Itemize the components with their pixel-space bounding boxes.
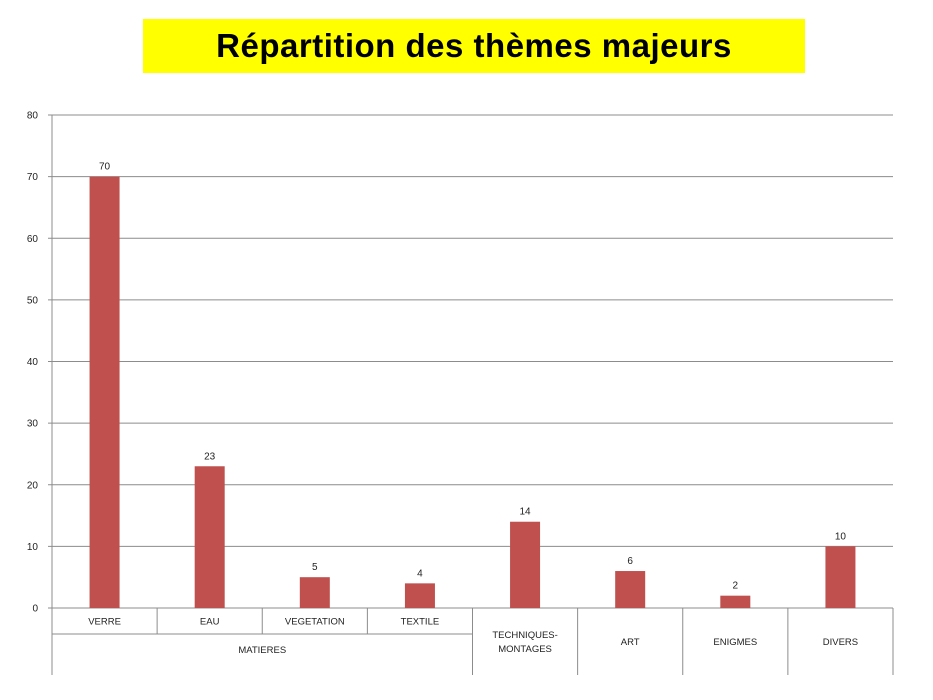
bar xyxy=(510,521,541,608)
y-tick-label: 80 xyxy=(27,111,39,122)
bar xyxy=(194,466,225,608)
y-tick-label: 60 xyxy=(27,234,39,245)
data-label: 2 xyxy=(733,581,739,592)
data-label: 5 xyxy=(312,562,318,573)
chart-title: Répartition des thèmes majeurs xyxy=(216,27,732,64)
bar xyxy=(615,571,646,608)
data-label: 14 xyxy=(520,507,532,518)
y-tick-label: 30 xyxy=(27,419,39,430)
data-label: 70 xyxy=(99,162,111,173)
data-label: 10 xyxy=(835,531,847,542)
category-label: TEXTILE xyxy=(401,617,440,628)
data-label: 4 xyxy=(417,568,423,579)
bar xyxy=(89,176,120,608)
category-label: DIVERS xyxy=(823,637,858,648)
bar xyxy=(720,595,751,608)
y-tick-label: 40 xyxy=(27,357,39,368)
category-label: EAU xyxy=(200,617,220,628)
category-label: TECHNIQUES- xyxy=(492,630,557,641)
category-label: ART xyxy=(621,637,640,648)
y-tick-label: 50 xyxy=(27,295,39,306)
chart-title-box: Répartition des thèmes majeurs xyxy=(143,19,805,73)
category-label: ENIGMES xyxy=(713,637,757,648)
y-tick-label: 0 xyxy=(32,604,38,615)
y-tick-label: 20 xyxy=(27,480,39,491)
y-tick-label: 70 xyxy=(27,172,39,183)
y-tick-label: 10 xyxy=(27,542,39,553)
bar xyxy=(404,583,435,608)
data-label: 23 xyxy=(204,451,216,462)
bar xyxy=(299,577,330,608)
category-label: VERRE xyxy=(88,617,121,628)
bar xyxy=(825,546,856,608)
group-label: MATIERES xyxy=(238,645,286,656)
data-label: 6 xyxy=(627,556,633,567)
category-label: MONTAGES xyxy=(498,644,552,655)
category-label: VEGETATION xyxy=(285,617,345,628)
